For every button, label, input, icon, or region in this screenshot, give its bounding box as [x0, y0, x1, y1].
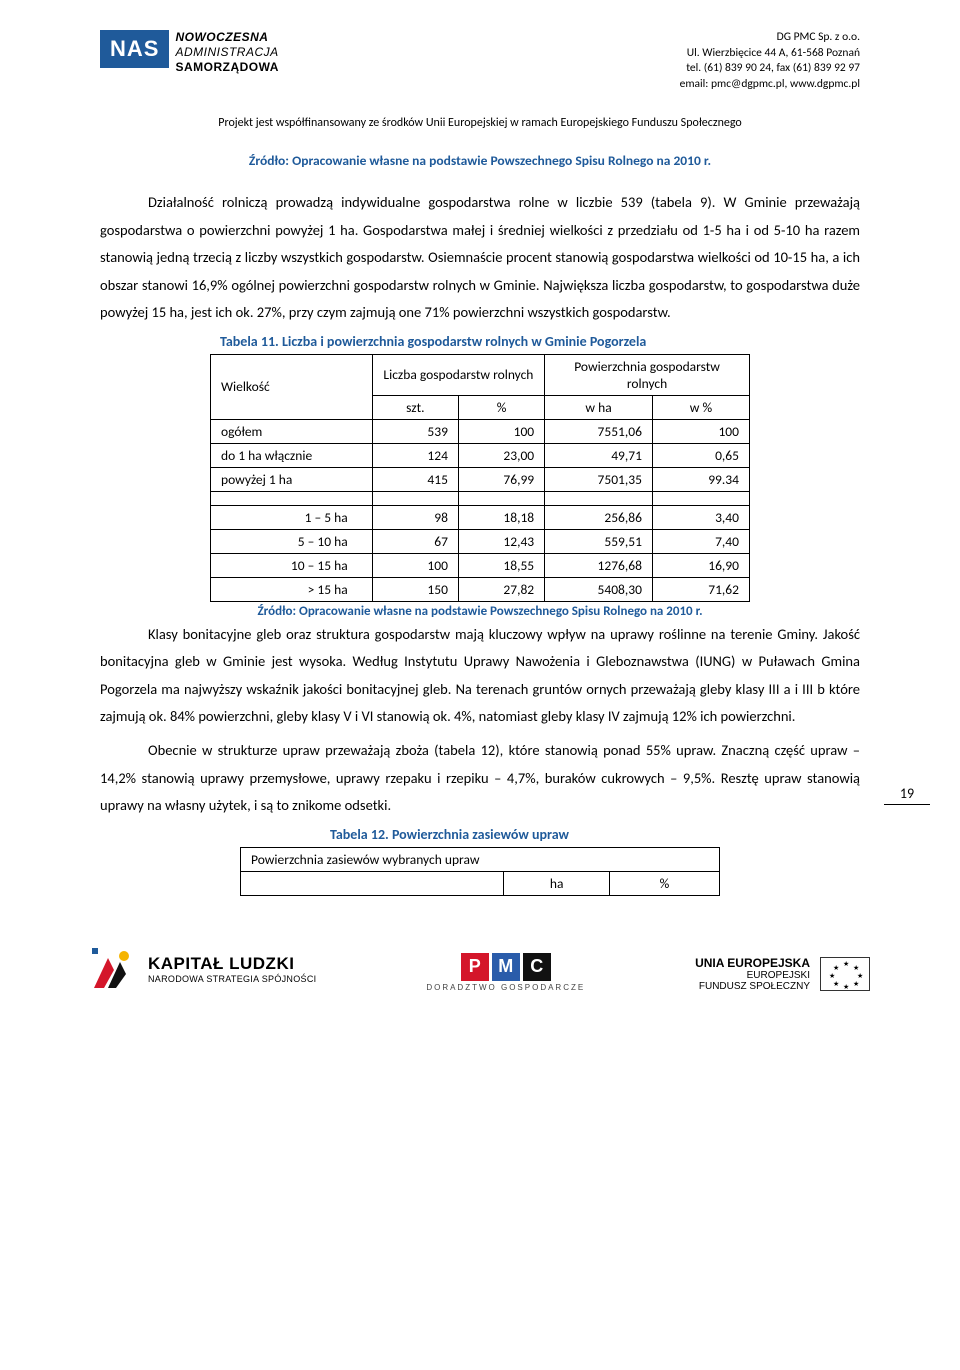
- eu-text: UNIA EUROPEJSKA EUROPEJSKI FUNDUSZ SPOŁE…: [695, 956, 810, 992]
- logo-line1: NOWOCZESNA: [175, 30, 279, 45]
- table-row: 1 – 5 ha 98 18,18 256,86 3,40: [211, 505, 750, 529]
- company-address: Ul. Wierzbięcice 44 A, 61-568 Poznań: [680, 46, 860, 62]
- pmc-p-icon: P: [461, 953, 489, 981]
- company-name: DG PMC Sp. z o.o.: [680, 30, 860, 46]
- table12-caption: Tabela 12. Powierzchnia zasiewów upraw: [330, 826, 860, 843]
- table11-sub-szt: szt.: [372, 395, 458, 419]
- eu-flag-icon: ★ ★ ★ ★ ★ ★ ★ ★: [820, 957, 870, 991]
- company-info: DG PMC Sp. z o.o. Ul. Wierzbięcice 44 A,…: [680, 30, 860, 92]
- table-row: do 1 ha włącznie 124 23,00 49,71 0,65: [211, 443, 750, 467]
- document-footer: KAPITAŁ LUDZKI NARODOWA STRATEGIA SPÓJNO…: [0, 916, 960, 1016]
- kl-line2: NARODOWA STRATEGIA SPÓJNOŚCI: [148, 974, 316, 984]
- table11-sub-ha: w ha: [545, 395, 653, 419]
- footer-right: UNIA EUROPEJSKA EUROPEJSKI FUNDUSZ SPOŁE…: [695, 956, 870, 992]
- eu-line1: UNIA EUROPEJSKA: [695, 956, 810, 970]
- page-number: 19: [884, 785, 930, 805]
- footer-center: P M C DORADZTWO GOSPODARCZE: [426, 953, 585, 992]
- table11-th-size: Wielkość: [211, 354, 373, 419]
- logo-line3: SAMORZĄDOWA: [175, 60, 279, 75]
- table-row: > 15 ha 150 27,82 5408,30 71,62: [211, 577, 750, 601]
- pmc-c-icon: C: [523, 953, 551, 981]
- source-line-top: Źródło: Opracowanie własne na podstawie …: [100, 152, 860, 169]
- logo-line2: ADMINISTRACJA: [175, 45, 279, 60]
- table-11: Wielkość Liczba gospodarstw rolnych Powi…: [210, 354, 750, 602]
- page-number-line: [884, 804, 930, 805]
- table11-source: Źródło: Opracowanie własne na podstawie …: [100, 604, 860, 619]
- kl-line1: KAPITAŁ LUDZKI: [148, 954, 316, 974]
- table11-sub-wpct: w %: [652, 395, 749, 419]
- table12-header: Powierzchnia zasiewów wybranych upraw: [241, 847, 720, 871]
- eu-line2: EUROPEJSKI: [695, 970, 810, 981]
- table-12: Powierzchnia zasiewów wybranych upraw ha…: [240, 847, 720, 896]
- paragraph-3: Obecnie w strukturze upraw przeważają zb…: [100, 737, 860, 820]
- table11-sub-pct: %: [458, 395, 544, 419]
- table-row: 5 – 10 ha 67 12,43 559,51 7,40: [211, 529, 750, 553]
- company-phone: tel. (61) 839 90 24, fax (61) 839 92 97: [680, 61, 860, 77]
- table11-th-count: Liczba gospodarstw rolnych: [372, 354, 544, 395]
- document-header: NAS NOWOCZESNA ADMINISTRACJA SAMORZĄDOWA…: [100, 30, 860, 92]
- table12-col-pct: %: [609, 871, 719, 895]
- table-spacer: [211, 491, 750, 505]
- pmc-m-icon: M: [492, 953, 520, 981]
- table12-empty: [241, 871, 504, 895]
- table-row: powyżej 1 ha 415 76,99 7501,35 99.34: [211, 467, 750, 491]
- company-email: email: pmc@dgpmc.pl, www.dgpmc.pl: [680, 77, 860, 93]
- kapital-ludzki-icon: [90, 946, 136, 992]
- table-row: 10 – 15 ha 100 18,55 1276,68 16,90: [211, 553, 750, 577]
- table-row: ogółem 539 100 7551,06 100: [211, 419, 750, 443]
- footer-left: KAPITAŁ LUDZKI NARODOWA STRATEGIA SPÓJNO…: [90, 946, 316, 992]
- kapital-ludzki-text: KAPITAŁ LUDZKI NARODOWA STRATEGIA SPÓJNO…: [148, 954, 316, 984]
- pmc-logo: P M C: [426, 953, 585, 981]
- nas-logo: NAS: [100, 30, 169, 68]
- pmc-subtitle: DORADZTWO GOSPODARCZE: [426, 983, 585, 992]
- eu-line3: FUNDUSZ SPOŁECZNY: [695, 981, 810, 992]
- paragraph-2: Klasy bonitacyjne gleb oraz struktura go…: [100, 621, 860, 731]
- table12-col-ha: ha: [504, 871, 609, 895]
- paragraph-1: Działalność rolniczą prowadzą indywidual…: [100, 189, 860, 327]
- project-funding-note: Projekt jest współfinansowany ze środków…: [100, 116, 860, 130]
- logo-text: NOWOCZESNA ADMINISTRACJA SAMORZĄDOWA: [175, 30, 279, 75]
- logo-block: NAS NOWOCZESNA ADMINISTRACJA SAMORZĄDOWA: [100, 30, 279, 75]
- table11-th-area: Powierzchnia gospodarstw rolnych: [545, 354, 750, 395]
- table11-caption: Tabela 11. Liczba i powierzchnia gospoda…: [220, 333, 860, 350]
